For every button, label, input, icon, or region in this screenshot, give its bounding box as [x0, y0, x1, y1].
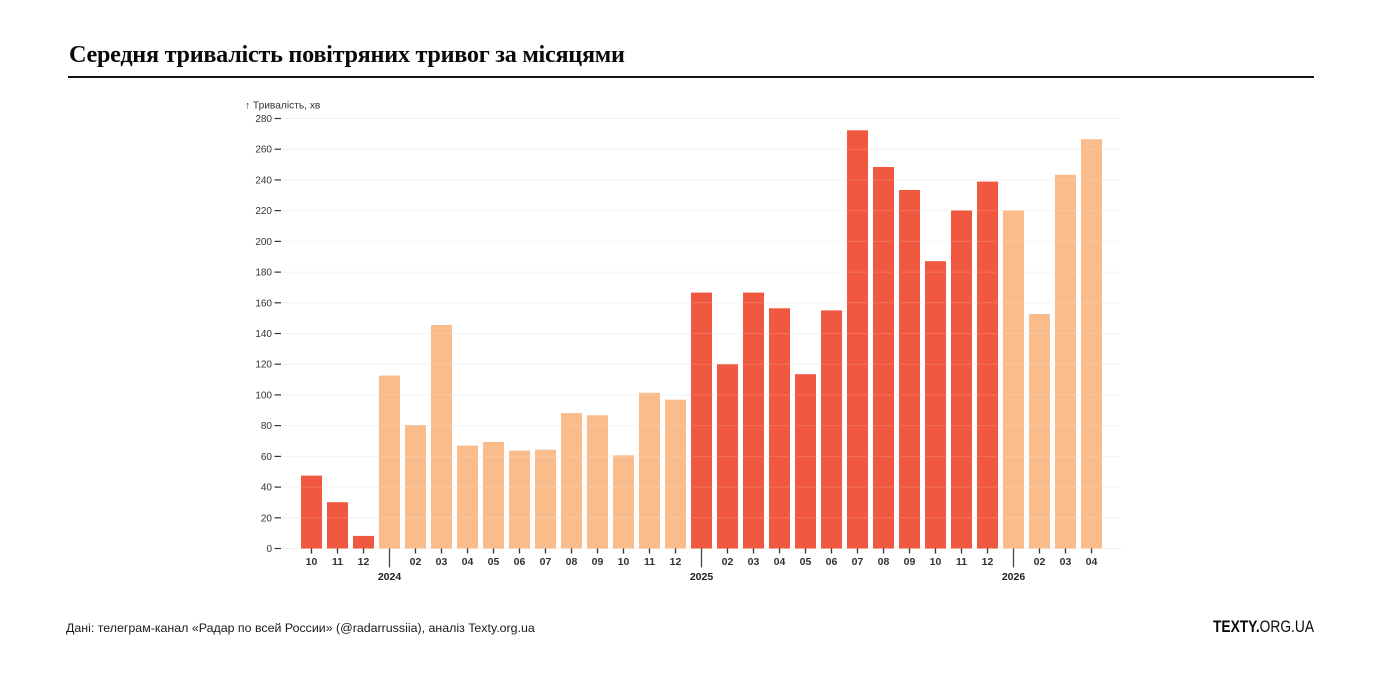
svg-text:12: 12	[670, 556, 682, 568]
svg-text:03: 03	[748, 556, 760, 568]
svg-text:2026: 2026	[1002, 571, 1026, 583]
svg-text:12: 12	[358, 556, 370, 568]
svg-text:10: 10	[930, 556, 942, 568]
svg-text:80: 80	[261, 421, 273, 432]
svg-text:05: 05	[800, 556, 812, 568]
svg-text:06: 06	[826, 556, 838, 568]
svg-text:10: 10	[618, 556, 630, 568]
svg-text:200: 200	[255, 237, 272, 248]
svg-text:09: 09	[592, 556, 604, 568]
svg-text:260: 260	[255, 145, 272, 156]
svg-text:02: 02	[722, 556, 734, 568]
svg-text:03: 03	[1060, 556, 1072, 568]
svg-text:07: 07	[852, 556, 864, 568]
svg-text:08: 08	[878, 556, 890, 568]
svg-text:280: 280	[255, 114, 272, 125]
svg-text:180: 180	[255, 268, 272, 279]
svg-text:240: 240	[255, 175, 272, 186]
svg-text:↑ Тривалість, хв: ↑ Тривалість, хв	[245, 101, 320, 112]
svg-text:04: 04	[462, 556, 474, 568]
svg-text:2024: 2024	[378, 571, 402, 583]
svg-text:04: 04	[774, 556, 786, 568]
svg-text:06: 06	[514, 556, 526, 568]
svg-text:11: 11	[332, 556, 343, 568]
svg-text:02: 02	[1034, 556, 1046, 568]
svg-text:09: 09	[904, 556, 916, 568]
svg-text:100: 100	[255, 390, 272, 401]
svg-text:03: 03	[436, 556, 448, 568]
svg-text:120: 120	[255, 360, 272, 371]
svg-text:04: 04	[1086, 556, 1098, 568]
svg-text:08: 08	[566, 556, 578, 568]
svg-text:11: 11	[644, 556, 655, 568]
svg-text:0: 0	[266, 544, 272, 555]
svg-text:12: 12	[982, 556, 994, 568]
svg-text:11: 11	[956, 556, 967, 568]
svg-text:140: 140	[255, 329, 272, 340]
svg-text:02: 02	[410, 556, 422, 568]
svg-text:2025: 2025	[690, 571, 714, 583]
svg-text:40: 40	[261, 483, 273, 494]
svg-text:160: 160	[255, 298, 272, 309]
svg-text:05: 05	[488, 556, 500, 568]
svg-text:07: 07	[540, 556, 552, 568]
svg-text:20: 20	[261, 513, 273, 524]
svg-text:60: 60	[261, 452, 273, 463]
svg-text:10: 10	[306, 556, 318, 568]
svg-text:220: 220	[255, 206, 272, 217]
